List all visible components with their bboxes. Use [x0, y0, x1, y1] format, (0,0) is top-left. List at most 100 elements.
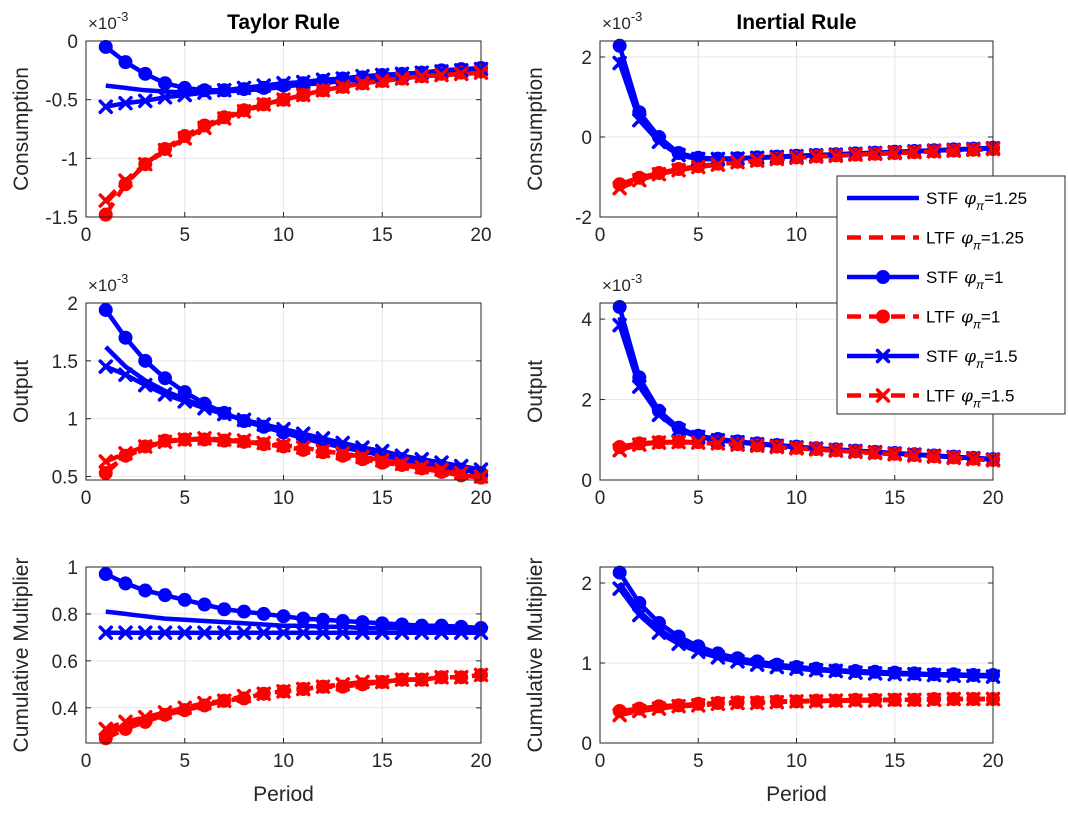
data-point-marker	[769, 439, 785, 455]
data-point-marker	[177, 385, 192, 400]
series-line-ltf-5	[104, 436, 482, 479]
y-tick-label: 1.5	[52, 352, 78, 373]
panel-title: Inertial Rule	[736, 11, 856, 34]
data-point-marker	[926, 449, 942, 464]
data-point-marker	[414, 672, 429, 687]
y-tick-label: 0.5	[52, 468, 78, 489]
legend-prefix: STF	[926, 347, 958, 366]
data-point-marker	[98, 466, 113, 481]
data-point-marker	[276, 684, 291, 699]
data-point-marker	[315, 83, 331, 98]
legend-label: LTF φπ=1.5	[926, 387, 1014, 411]
data-point-marker	[808, 694, 824, 709]
legend-entry-3: STF φπ=1	[847, 268, 1003, 292]
x-axis-label: Period	[253, 783, 314, 806]
x-tick-label: 0	[81, 225, 92, 246]
data-point-marker	[217, 406, 232, 422]
legend-entry-4: LTF φπ=1	[847, 308, 1000, 332]
data-point-marker	[217, 83, 232, 98]
data-point-marker	[926, 144, 942, 159]
data-point-marker	[789, 661, 804, 676]
data-point-marker	[867, 666, 883, 681]
data-point-marker	[256, 78, 271, 93]
chart-panel-6: 0 5 10 15 20 0 1 2 Cumulative Multiplier Period	[524, 558, 1004, 806]
y-tick-label: 1	[581, 654, 592, 675]
x-tick-label: 5	[693, 488, 704, 509]
data-point-marker	[217, 602, 232, 617]
data-point-marker	[138, 625, 153, 640]
x-tick-label: 20	[470, 225, 491, 246]
data-point-marker	[118, 367, 133, 382]
x-tick-label: 5	[179, 751, 190, 772]
data-point-marker	[98, 567, 113, 582]
legend-entry-6: LTF φπ=1.5	[847, 387, 1014, 411]
data-point-marker	[651, 166, 667, 182]
data-point-marker	[691, 644, 706, 660]
data-point-marker	[966, 142, 981, 158]
data-point-marker	[946, 450, 961, 466]
legend-label: STF φπ=1.5	[926, 347, 1018, 371]
data-point-marker	[946, 691, 961, 707]
y-tick-label: 1	[67, 558, 78, 579]
data-point-marker	[296, 74, 311, 90]
exponent-base: ×10	[88, 276, 117, 295]
data-point-marker	[315, 431, 331, 446]
data-point-marker	[769, 151, 785, 167]
data-point-marker	[296, 681, 311, 697]
legend-prefix: STF	[926, 268, 958, 287]
data-point-marker	[907, 666, 922, 682]
axis-exponent-label: ×10-3	[602, 271, 642, 295]
data-point-marker	[118, 173, 133, 188]
legend-subscript: π	[973, 397, 982, 411]
data-point-marker	[157, 705, 173, 720]
legend-prefix: LTF	[926, 387, 955, 406]
legend-suffix: =1	[984, 268, 1003, 287]
data-point-marker	[256, 417, 271, 432]
data-point-marker	[848, 147, 863, 162]
legend-suffix: =1.5	[981, 387, 1015, 406]
data-point-marker	[434, 625, 449, 640]
data-point-marker	[867, 445, 883, 461]
data-point-marker	[907, 144, 922, 160]
data-point-marker	[651, 407, 667, 423]
series-group	[612, 38, 1001, 196]
data-point-marker	[769, 659, 785, 675]
data-point-marker	[789, 150, 804, 166]
data-point-marker	[98, 731, 113, 746]
data-point-marker	[256, 97, 271, 112]
data-point-marker	[236, 80, 252, 96]
data-point-marker	[256, 625, 271, 640]
data-point-marker	[612, 55, 627, 71]
data-point-marker	[612, 565, 627, 580]
y-tick-label: 0.8	[52, 605, 78, 626]
y-tick-label: -1	[61, 149, 78, 170]
data-point-marker	[926, 667, 942, 683]
y-axis-label: Consumption	[524, 67, 547, 191]
data-point-marker	[375, 616, 390, 631]
data-point-marker	[749, 438, 765, 454]
data-point-marker	[157, 142, 173, 158]
x-tick-label: 15	[884, 488, 905, 509]
x-tick-label: 20	[470, 751, 491, 772]
data-point-marker	[612, 300, 627, 315]
exponent-power: -3	[631, 9, 643, 24]
data-point-marker	[138, 439, 153, 454]
data-point-marker	[612, 442, 627, 458]
data-point-marker	[394, 71, 410, 86]
x-tick-label: 0	[595, 488, 606, 509]
data-point-marker	[632, 703, 647, 719]
data-point-marker	[671, 698, 686, 714]
data-point-marker	[296, 625, 311, 640]
data-point-marker	[296, 426, 311, 441]
x-tick-label: 20	[982, 751, 1003, 772]
data-point-marker	[454, 66, 469, 82]
data-point-marker	[157, 387, 173, 402]
data-point-marker	[296, 611, 311, 626]
data-point-marker	[867, 146, 883, 162]
data-point-marker	[256, 606, 271, 621]
y-tick-label: 4	[581, 310, 592, 331]
y-tick-label: 2	[581, 391, 592, 412]
x-axis-label: Period	[766, 783, 827, 806]
data-point-marker	[276, 625, 291, 640]
series-line-ltf-5	[618, 146, 994, 191]
